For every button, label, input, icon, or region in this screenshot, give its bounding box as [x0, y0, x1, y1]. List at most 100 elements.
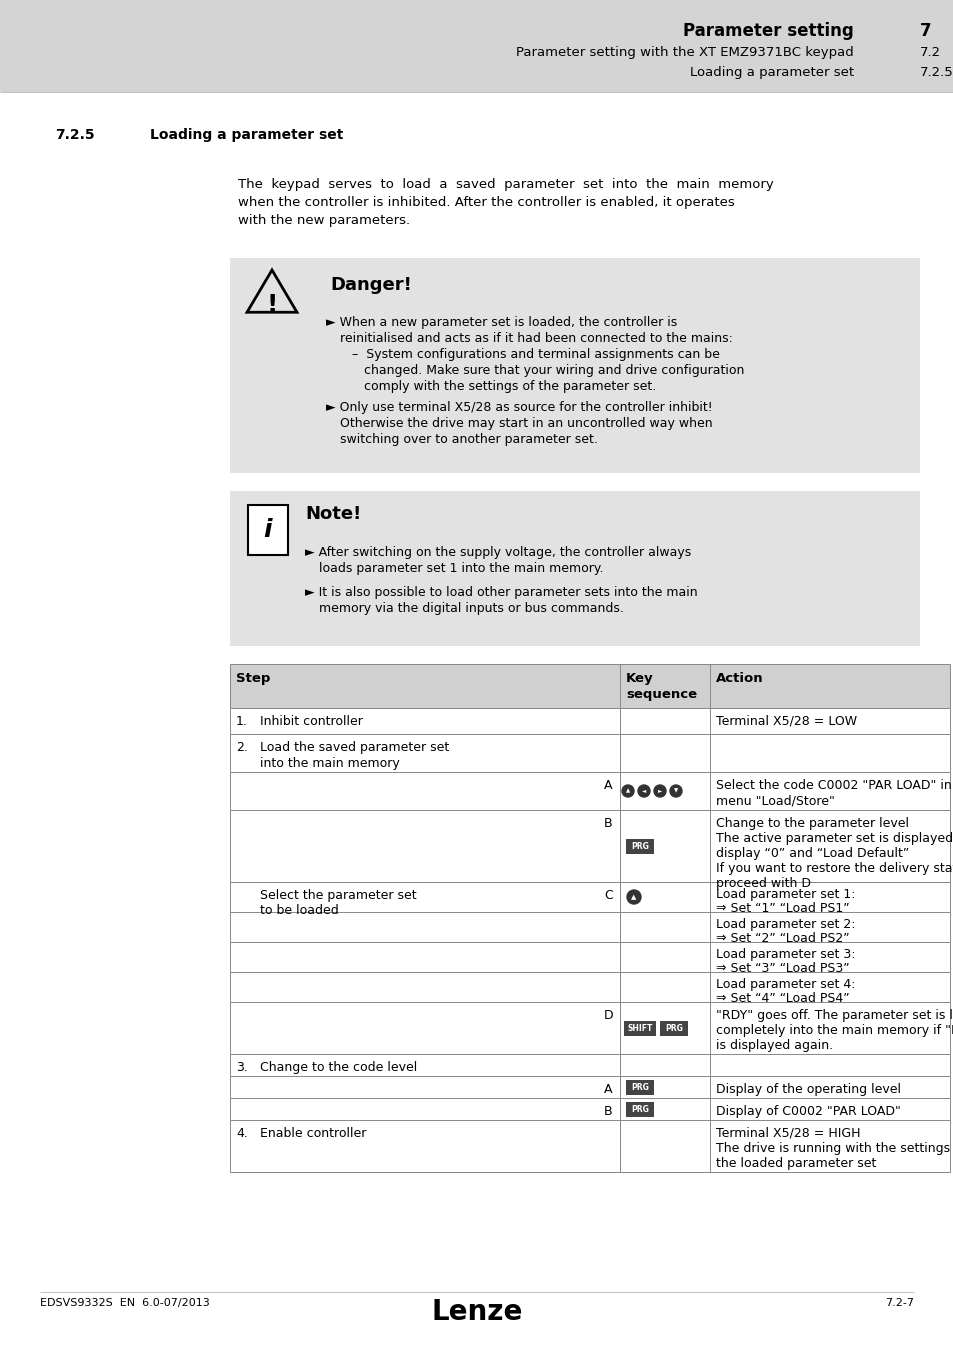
Text: EDSVS9332S  EN  6.0-07/2013: EDSVS9332S EN 6.0-07/2013 [40, 1297, 210, 1308]
Text: Terminal X5/28 = HIGH: Terminal X5/28 = HIGH [716, 1127, 860, 1139]
Text: The drive is running with the settings of: The drive is running with the settings o… [716, 1142, 953, 1156]
Bar [625, 1102, 654, 1116]
Text: ► After switching on the supply voltage, the controller always: ► After switching on the supply voltage,… [305, 545, 691, 559]
Bar [230, 707, 949, 734]
Text: comply with the settings of the parameter set.: comply with the settings of the paramete… [364, 379, 656, 393]
Text: SHIFT: SHIFT [627, 1025, 652, 1033]
Text: ► It is also possible to load other parameter sets into the main: ► It is also possible to load other para… [305, 586, 697, 599]
Text: 4.: 4. [235, 1127, 248, 1139]
Text: 7.2: 7.2 [919, 46, 941, 59]
Bar [619, 882, 949, 913]
Text: –  System configurations and terminal assignments can be: – System configurations and terminal ass… [352, 348, 720, 360]
Circle shape [638, 784, 649, 796]
Text: ⇒ Set “2” “Load PS2”: ⇒ Set “2” “Load PS2” [716, 931, 849, 945]
Circle shape [621, 784, 634, 796]
Circle shape [654, 784, 665, 796]
Bar [230, 734, 949, 772]
Text: Loading a parameter set: Loading a parameter set [689, 66, 853, 80]
Bar [230, 882, 619, 1002]
Text: Key
sequence: Key sequence [625, 672, 697, 701]
Text: If you want to restore the delivery status,: If you want to restore the delivery stat… [716, 863, 953, 875]
Bar [230, 1120, 949, 1172]
Text: !: ! [266, 293, 277, 316]
Text: ▼: ▼ [673, 788, 678, 794]
Bar [619, 942, 949, 972]
Bar [230, 1054, 949, 1076]
Bar [659, 1021, 687, 1035]
Text: Inhibit controller: Inhibit controller [260, 716, 362, 728]
Text: ▲: ▲ [631, 894, 636, 900]
Text: 7.2.5: 7.2.5 [55, 128, 94, 142]
Text: Load the saved parameter set
into the main memory: Load the saved parameter set into the ma… [260, 741, 449, 770]
Text: ▲: ▲ [625, 788, 630, 794]
Text: menu "Load/Store": menu "Load/Store" [716, 794, 834, 807]
Text: memory via the digital inputs or bus commands.: memory via the digital inputs or bus com… [318, 602, 623, 616]
Text: Change to the parameter level: Change to the parameter level [716, 817, 908, 830]
Text: display “0” and “Load Default”: display “0” and “Load Default” [716, 846, 908, 860]
Text: 7: 7 [919, 22, 931, 40]
Text: Otherwise the drive may start in an uncontrolled way when: Otherwise the drive may start in an unco… [339, 417, 712, 429]
Text: 1.: 1. [235, 716, 248, 728]
Text: switching over to another parameter set.: switching over to another parameter set. [339, 433, 598, 446]
Bar [625, 1080, 654, 1095]
Text: Note!: Note! [305, 505, 361, 522]
Text: ⇒ Set “3” “Load PS3”: ⇒ Set “3” “Load PS3” [716, 963, 849, 975]
Text: loads parameter set 1 into the main memory.: loads parameter set 1 into the main memo… [318, 562, 603, 575]
Text: Parameter setting with the XT EMZ9371BC keypad: Parameter setting with the XT EMZ9371BC … [516, 46, 853, 59]
Text: the loaded parameter set: the loaded parameter set [716, 1157, 876, 1170]
Text: 3.: 3. [235, 1061, 248, 1075]
Text: B: B [603, 1106, 612, 1118]
Bar [230, 772, 949, 810]
Bar [248, 505, 288, 555]
Text: 2.: 2. [235, 741, 248, 755]
Text: i: i [263, 518, 272, 541]
Bar [230, 1076, 949, 1098]
Text: PRG: PRG [664, 1025, 682, 1033]
Text: ◄: ◄ [641, 788, 645, 794]
Text: D: D [603, 1008, 613, 1022]
Bar [230, 1098, 949, 1120]
Bar [623, 1021, 656, 1035]
Bar [0, 0, 953, 92]
Text: to be loaded: to be loaded [260, 904, 338, 917]
Circle shape [669, 784, 681, 796]
Text: Load parameter set 4:: Load parameter set 4: [716, 977, 855, 991]
Text: Action: Action [716, 672, 762, 684]
Text: Danger!: Danger! [330, 275, 412, 294]
Bar [619, 972, 949, 1002]
Text: The  keypad  serves  to  load  a  saved  parameter  set  into  the  main  memory: The keypad serves to load a saved parame… [237, 178, 773, 190]
Bar [230, 1002, 949, 1054]
Text: C: C [603, 890, 612, 902]
Text: PRG: PRG [630, 1106, 648, 1114]
Bar [230, 491, 919, 647]
Text: completely into the main memory if "RDY": completely into the main memory if "RDY" [716, 1025, 953, 1037]
Text: Step: Step [235, 672, 270, 684]
Text: ►: ► [658, 788, 661, 794]
Text: is displayed again.: is displayed again. [716, 1040, 832, 1052]
Text: Select the code C0002 "PAR LOAD" in the: Select the code C0002 "PAR LOAD" in the [716, 779, 953, 792]
Text: The active parameter set is displayed, e. g.: The active parameter set is displayed, e… [716, 832, 953, 845]
Text: PRG: PRG [630, 1083, 648, 1092]
Text: "RDY" goes off. The parameter set is loaded: "RDY" goes off. The parameter set is loa… [716, 1008, 953, 1022]
Text: Load parameter set 1:: Load parameter set 1: [716, 888, 855, 900]
Text: 7.2.5: 7.2.5 [919, 66, 953, 80]
Bar [230, 258, 919, 472]
Text: A: A [603, 779, 612, 792]
Text: Load parameter set 3:: Load parameter set 3: [716, 948, 855, 961]
Text: Load parameter set 2:: Load parameter set 2: [716, 918, 855, 932]
Text: PRG: PRG [630, 842, 648, 850]
Text: A: A [603, 1083, 612, 1096]
Bar [230, 810, 949, 882]
Text: with the new parameters.: with the new parameters. [237, 215, 410, 227]
Text: Select the parameter set: Select the parameter set [260, 890, 416, 902]
Text: Loading a parameter set: Loading a parameter set [150, 128, 343, 142]
Text: Terminal X5/28 = LOW: Terminal X5/28 = LOW [716, 716, 856, 728]
Text: ⇒ Set “1” “Load PS1”: ⇒ Set “1” “Load PS1” [716, 902, 849, 915]
Bar [625, 838, 654, 855]
Circle shape [626, 890, 640, 905]
Text: proceed with D: proceed with D [716, 878, 810, 890]
Text: B: B [603, 817, 612, 830]
Text: Display of C0002 "PAR LOAD": Display of C0002 "PAR LOAD" [716, 1106, 900, 1118]
Text: Display of the operating level: Display of the operating level [716, 1083, 900, 1096]
Text: Parameter setting: Parameter setting [682, 22, 853, 40]
